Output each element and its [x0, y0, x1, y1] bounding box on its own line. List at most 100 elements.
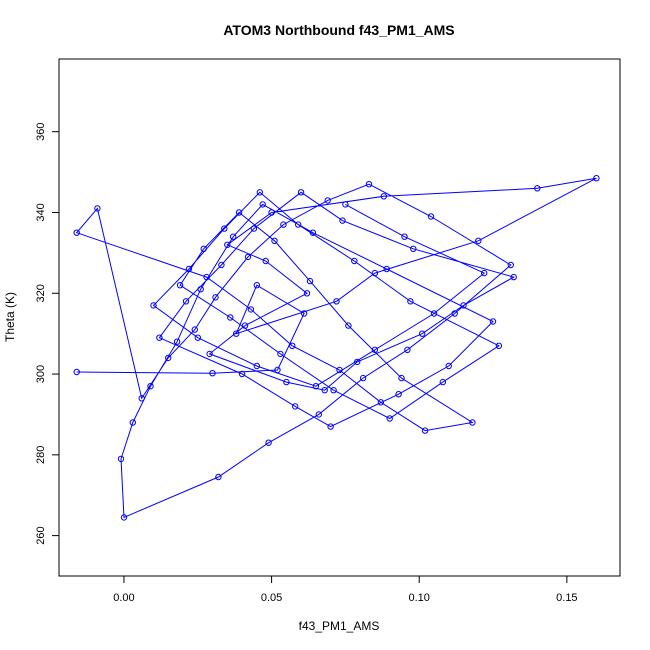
data-point	[274, 366, 281, 374]
y-tick-label: 320	[35, 284, 47, 302]
data-point	[191, 326, 199, 333]
data-point	[73, 368, 80, 376]
y-tick-label: 300	[35, 365, 47, 383]
data-point	[129, 419, 137, 426]
data-point	[330, 387, 337, 394]
data-point	[224, 241, 231, 249]
data-point	[265, 439, 272, 446]
data-point	[247, 306, 255, 313]
data-point	[534, 185, 541, 192]
data-point	[386, 415, 393, 422]
data-point	[289, 342, 296, 349]
x-axis-label: f43_PM1_AMS	[299, 619, 380, 633]
y-tick-label: 260	[35, 526, 47, 544]
data-point	[165, 354, 172, 362]
series-layer	[73, 175, 600, 521]
data-point	[507, 261, 514, 269]
y-axis: 260 280 300 320 340 360	[35, 123, 60, 545]
data-point	[475, 237, 482, 245]
data-point	[268, 209, 275, 216]
x-tick-label: 0.00	[113, 592, 134, 604]
data-point	[395, 391, 402, 398]
data-point	[333, 298, 340, 305]
data-point	[221, 225, 228, 232]
data-point	[244, 253, 252, 261]
series-line	[75, 177, 597, 519]
data-point	[354, 358, 361, 366]
data-point	[383, 265, 390, 273]
data-point	[427, 213, 435, 220]
data-point	[342, 201, 349, 208]
data-point	[351, 257, 358, 265]
data-point	[194, 334, 202, 341]
data-point	[73, 229, 80, 236]
data-point	[495, 342, 503, 349]
data-point	[250, 225, 258, 232]
data-point	[303, 290, 311, 297]
data-point	[380, 193, 387, 200]
data-point	[401, 233, 408, 240]
data-point	[510, 273, 517, 281]
data-point	[280, 221, 287, 228]
data-point	[209, 370, 216, 377]
data-point	[271, 237, 278, 245]
data-point	[419, 330, 426, 337]
data-point	[230, 233, 237, 240]
data-point	[238, 370, 246, 378]
data-point	[120, 514, 128, 521]
data-point	[182, 298, 190, 305]
x-tick-label: 0.10	[409, 592, 430, 604]
data-point	[235, 209, 243, 216]
data-point	[489, 318, 497, 325]
data-point	[215, 473, 222, 481]
data-point	[593, 175, 600, 182]
data-point	[277, 350, 284, 358]
data-point	[156, 334, 163, 341]
data-point	[185, 265, 193, 273]
data-point	[94, 205, 101, 212]
data-point	[324, 197, 331, 204]
y-tick-label: 340	[35, 203, 47, 221]
data-point	[297, 189, 305, 196]
data-point	[460, 302, 467, 309]
data-point	[138, 395, 145, 402]
data-point	[359, 374, 367, 382]
data-point	[336, 366, 343, 374]
data-point	[253, 282, 260, 289]
data-point	[150, 302, 157, 309]
data-point	[306, 277, 314, 285]
data-point	[345, 322, 352, 329]
data-point	[173, 338, 181, 345]
data-point	[295, 221, 302, 228]
data-point	[309, 229, 317, 236]
data-point	[241, 322, 249, 329]
data-point	[312, 383, 320, 390]
data-point	[430, 310, 438, 317]
data-point	[227, 314, 234, 321]
data-point	[377, 399, 384, 406]
data-point	[451, 310, 458, 317]
data-point	[259, 201, 266, 208]
data-point	[371, 269, 379, 277]
data-point	[147, 383, 154, 390]
data-point	[398, 374, 405, 382]
data-point	[404, 346, 411, 353]
data-point	[439, 378, 446, 386]
data-point	[256, 189, 263, 196]
data-point	[321, 387, 328, 394]
data-point	[407, 298, 414, 305]
data-point	[327, 423, 334, 430]
data-point	[212, 294, 219, 301]
x-axis: 0.00 0.05 0.10 0.15	[113, 575, 578, 604]
data-point	[315, 411, 322, 418]
data-point	[200, 245, 207, 253]
data-point	[410, 245, 417, 253]
data-point	[421, 427, 429, 434]
x-tick-label: 0.05	[261, 592, 282, 604]
data-point	[292, 403, 299, 410]
data-point	[300, 310, 308, 317]
data-point	[117, 455, 125, 463]
chart-title: ATOM3 Northbound f43_PM1_AMS	[223, 22, 454, 38]
